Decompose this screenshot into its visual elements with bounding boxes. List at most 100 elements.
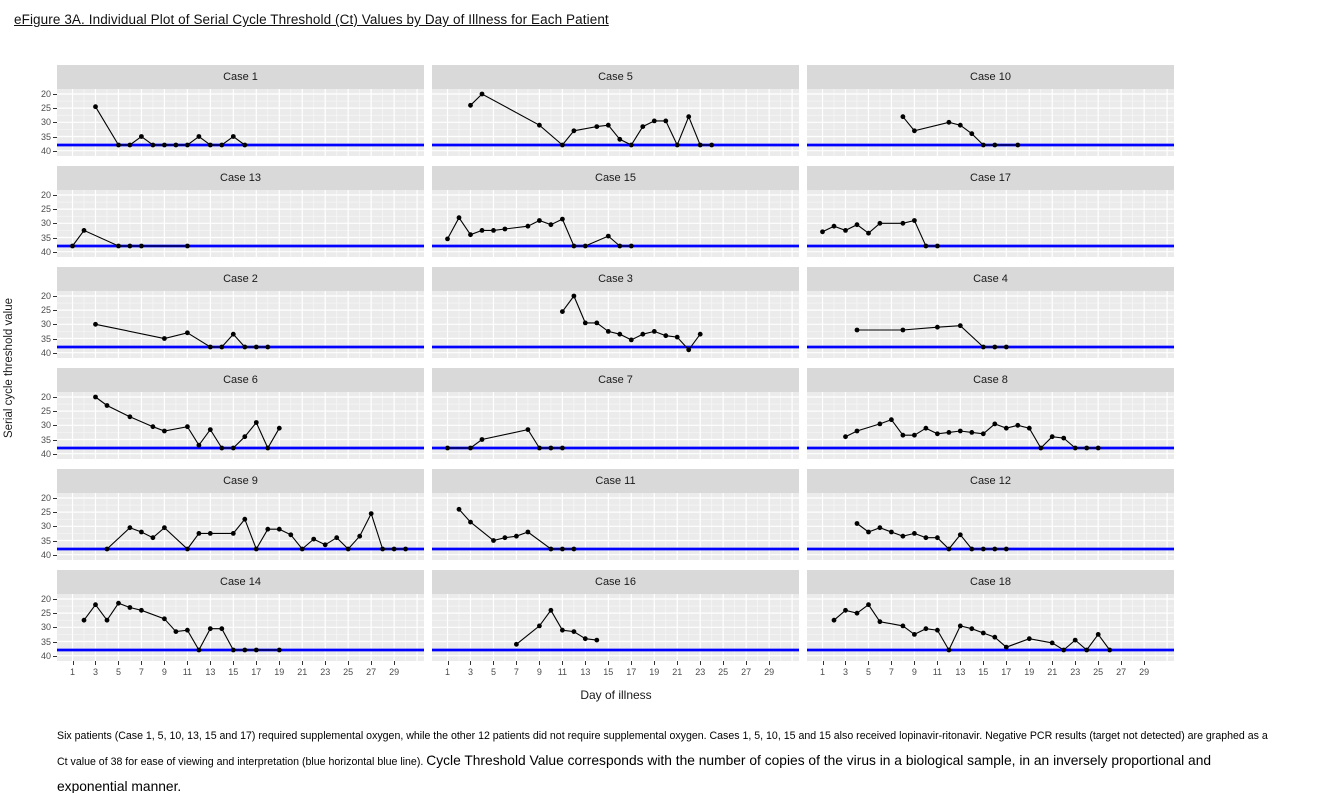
y-tick-mark [53, 295, 57, 297]
y-tick-mark [53, 627, 57, 629]
facet-strip-case-7: Case 7 [432, 368, 799, 392]
y-tick-label: 20 [40, 391, 51, 402]
x-tick-mark [95, 661, 97, 665]
x-tick-mark [1075, 661, 1077, 665]
x-tick-label: 25 [1093, 667, 1104, 677]
series-line [822, 219, 938, 247]
y-tick-mark [53, 338, 57, 340]
data-point [605, 233, 611, 239]
x-tick-label: 19 [649, 667, 660, 677]
facet-strip-case-5: Case 5 [432, 65, 799, 89]
data-point [322, 542, 328, 548]
data-point [900, 623, 906, 629]
x-tick-label: 21 [1047, 667, 1058, 677]
data-point [537, 445, 542, 451]
y-tick-mark [53, 122, 57, 124]
x-tick-label: 5 [490, 667, 496, 677]
data-point [230, 445, 236, 451]
facet-strip-case-4: Case 4 [807, 267, 1174, 291]
data-point [560, 546, 565, 552]
data-point [663, 333, 669, 339]
facet-strip-case-13: Case 13 [57, 166, 424, 190]
data-point [1084, 647, 1090, 653]
facet-plot-case-3 [432, 291, 799, 358]
x-tick-mark [608, 661, 610, 665]
data-point [912, 432, 917, 438]
x-tick-mark [914, 661, 916, 665]
y-tick-mark [53, 93, 57, 95]
data-point [900, 114, 906, 120]
data-point [605, 122, 611, 128]
data-point [912, 632, 917, 637]
data-point [537, 623, 542, 629]
x-tick-label: 29 [389, 667, 400, 677]
y-tick-mark [53, 554, 57, 556]
data-point [70, 243, 75, 249]
y-tick-label: 20 [40, 290, 51, 301]
x-tick-label: 13 [955, 667, 966, 677]
x-tick-label: 19 [274, 667, 285, 677]
x-tick-mark [746, 661, 748, 665]
facet-plot-case-15 [432, 190, 799, 257]
data-point [537, 218, 542, 223]
data-point [1003, 344, 1009, 350]
x-tick-label: 11 [557, 667, 568, 677]
data-point [1061, 435, 1067, 441]
data-point [923, 626, 929, 632]
data-point [150, 142, 156, 148]
data-point [1015, 142, 1021, 148]
data-point [900, 432, 906, 438]
data-point [173, 142, 179, 148]
x-tick-mark [631, 661, 633, 665]
x-tick-mark [348, 661, 350, 665]
data-point [81, 617, 87, 623]
data-point [889, 417, 894, 423]
data-point [560, 627, 565, 633]
x-tick-label: 17 [251, 667, 262, 677]
y-tick-mark [53, 396, 57, 398]
data-point [93, 321, 98, 327]
data-point [663, 118, 669, 124]
y-tick-label: 25 [40, 507, 51, 518]
data-point [992, 634, 998, 640]
data-point [866, 529, 871, 535]
y-tick-mark [53, 613, 57, 615]
data-point [230, 647, 236, 653]
data-point [445, 236, 450, 242]
data-point [969, 131, 975, 137]
data-point [946, 430, 952, 435]
data-point [162, 525, 167, 531]
facet-plot-case-16 [432, 594, 799, 661]
data-point [912, 218, 917, 223]
x-tick-mark [118, 661, 120, 665]
figure-footnote: Six patients (Case 1, 5, 10, 13, 15 and … [57, 722, 1277, 793]
data-point [1049, 434, 1055, 440]
x-tick-label: 27 [1116, 667, 1127, 677]
data-point [617, 243, 623, 249]
data-point [1072, 637, 1078, 643]
series-line [470, 93, 712, 147]
data-point [299, 546, 305, 552]
data-point [196, 442, 202, 448]
data-point [93, 602, 98, 608]
x-tick-mark [845, 661, 847, 665]
data-point [560, 309, 565, 314]
data-point [288, 532, 294, 538]
data-point [127, 414, 133, 420]
facet-strip-case-3: Case 3 [432, 267, 799, 291]
facet-strip-case-8: Case 8 [807, 368, 1174, 392]
data-point [1049, 640, 1055, 646]
data-point [1015, 422, 1021, 428]
facet-strip-case-14: Case 14 [57, 570, 424, 594]
y-tick-label: 20 [40, 189, 51, 200]
data-point [697, 142, 703, 148]
data-point [640, 331, 646, 337]
data-point [456, 506, 462, 512]
data-point [946, 119, 952, 125]
data-point [368, 511, 374, 516]
x-tick-mark [447, 661, 449, 665]
y-tick-label: 40 [40, 246, 51, 257]
data-point [1072, 445, 1078, 451]
x-tick-mark [394, 661, 396, 665]
data-point [843, 434, 848, 440]
